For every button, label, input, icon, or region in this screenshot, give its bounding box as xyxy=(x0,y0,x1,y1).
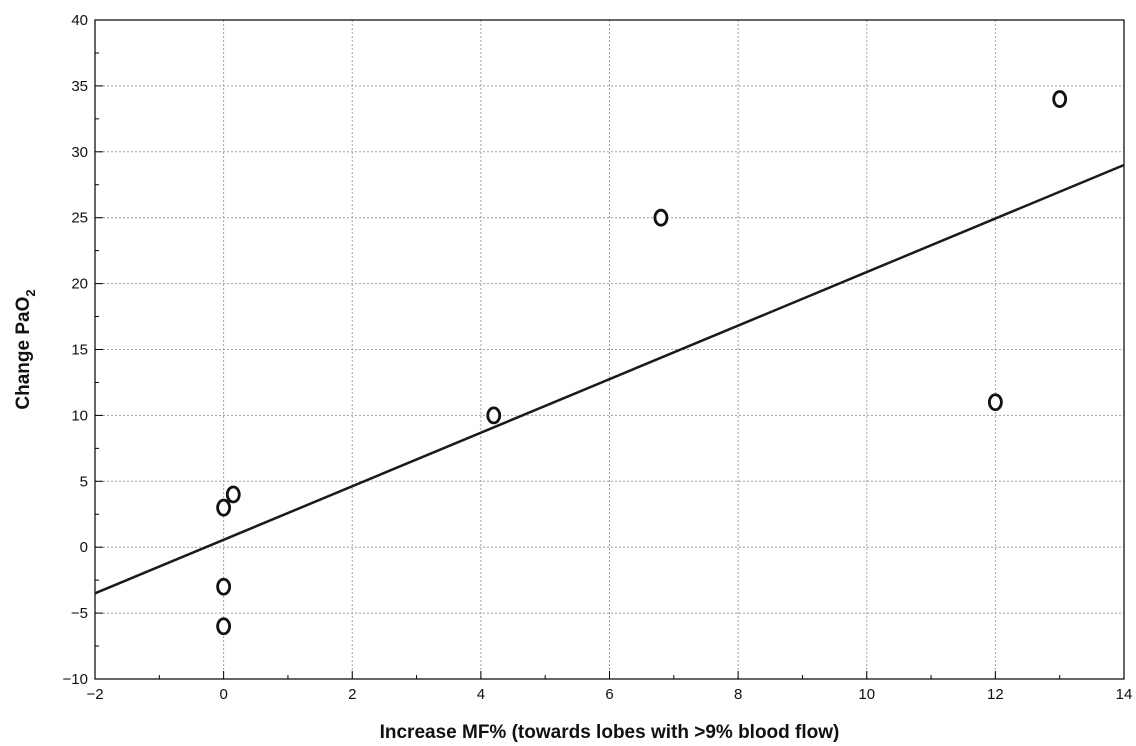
y-tick-label: 40 xyxy=(71,12,88,29)
x-tick-label: 2 xyxy=(348,686,356,703)
data-point xyxy=(216,498,232,517)
data-point xyxy=(216,617,232,636)
x-tick-label: 14 xyxy=(1116,686,1133,703)
data-point xyxy=(1052,90,1068,108)
y-tick-label: 10 xyxy=(71,407,88,424)
y-axis-title-main: Change PaO xyxy=(13,297,34,410)
data-point xyxy=(216,577,232,596)
data-point xyxy=(486,406,502,425)
tick-layer xyxy=(94,19,1125,680)
x-tick-label: 0 xyxy=(219,686,227,703)
x-tick-label: 8 xyxy=(734,686,742,703)
data-point xyxy=(653,208,669,227)
y-tick-label: 5 xyxy=(80,473,88,490)
data-points xyxy=(216,90,1068,636)
y-tick-label: 30 xyxy=(71,144,88,161)
x-axis-title: Increase MF% (towards lobes with >9% blo… xyxy=(380,722,840,743)
y-axis-title: Change PaO2 xyxy=(13,289,38,409)
y-tick-label: 15 xyxy=(71,342,88,359)
x-tick-label: 12 xyxy=(987,686,1004,703)
x-tick-label: −2 xyxy=(86,686,103,703)
x-tick-label: 4 xyxy=(477,686,485,703)
y-tick-labels: −10 −5 0 5 10 15 20 25 30 35 40 xyxy=(63,12,88,688)
grid-layer xyxy=(95,20,1124,679)
y-tick-label: 25 xyxy=(71,210,88,227)
y-tick-label: 0 xyxy=(80,539,88,556)
x-tick-label: 6 xyxy=(605,686,613,703)
y-tick-label: −10 xyxy=(63,671,88,688)
x-tick-label: 10 xyxy=(858,686,875,703)
y-tick-label: −5 xyxy=(71,605,88,622)
data-point xyxy=(225,485,241,504)
y-tick-label: 20 xyxy=(71,276,88,293)
x-tick-labels: −2 0 2 4 6 8 10 12 14 xyxy=(86,686,1132,703)
data-point xyxy=(987,393,1003,412)
regression-line xyxy=(94,163,1125,595)
y-axis-title-subscript: 2 xyxy=(23,289,38,296)
y-tick-label: 35 xyxy=(71,78,88,95)
